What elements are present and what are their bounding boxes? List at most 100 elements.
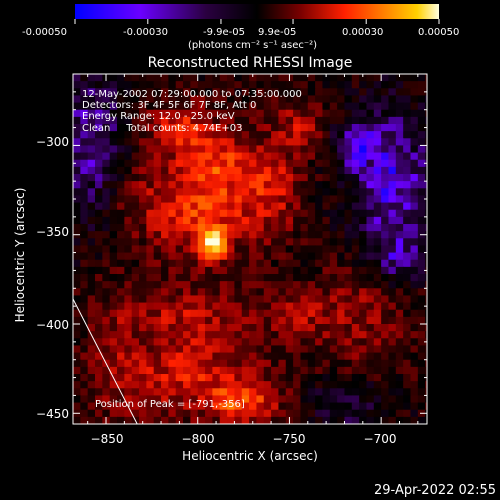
- heatmap-cell: [168, 409, 177, 418]
- heatmap-cell: [190, 195, 199, 204]
- heatmap-cell: [212, 331, 221, 339]
- heatmap-cell: [219, 95, 228, 104]
- heatmap-cell: [278, 366, 287, 375]
- heatmap-cell: [73, 345, 81, 354]
- heatmap-cell: [388, 81, 397, 89]
- heatmap-cell: [337, 145, 346, 154]
- heatmap-cell: [366, 238, 375, 247]
- heatmap-cell: [219, 145, 228, 154]
- heatmap-cell: [73, 102, 81, 111]
- heatmap-cell: [293, 74, 302, 82]
- heatmap-cell: [234, 109, 243, 118]
- heatmap-cell: [307, 316, 316, 325]
- heatmap-cell: [73, 266, 81, 275]
- heatmap-cell: [417, 395, 426, 404]
- heatmap-cell: [139, 202, 147, 211]
- heatmap-cell: [417, 324, 426, 332]
- heatmap-cell: [234, 274, 243, 282]
- heatmap-cell: [293, 309, 302, 318]
- heatmap-cell: [205, 159, 213, 168]
- heatmap-cell: [395, 81, 404, 89]
- heatmap-cell: [337, 231, 346, 239]
- heatmap-cell: [395, 331, 404, 339]
- heatmap-cell: [315, 359, 324, 368]
- heatmap-cell: [395, 252, 404, 261]
- heatmap-cell: [212, 131, 221, 139]
- heatmap-cell: [80, 145, 89, 154]
- heatmap-cell: [146, 309, 155, 318]
- heatmap-cell: [344, 395, 353, 404]
- heatmap-cell: [190, 388, 199, 397]
- heatmap-cell: [161, 331, 169, 339]
- heatmap-cell: [161, 388, 169, 397]
- heatmap-cell: [417, 295, 426, 304]
- heatmap-cell: [212, 381, 221, 389]
- heatmap-cell: [366, 195, 375, 204]
- heatmap-cell: [227, 209, 236, 218]
- heatmap-cell: [315, 374, 324, 382]
- heatmap-cell: [256, 102, 265, 111]
- heatmap-cell: [205, 352, 213, 361]
- heatmap-cell: [161, 316, 169, 325]
- heatmap-cell: [322, 252, 331, 261]
- heatmap-cell: [344, 188, 353, 197]
- heatmap-cell: [351, 131, 360, 139]
- heatmap-cell: [403, 309, 412, 318]
- heatmap-cell: [337, 266, 346, 275]
- heatmap-cell: [205, 138, 213, 147]
- heatmap-cell: [388, 181, 397, 189]
- heatmap-cell: [205, 338, 213, 347]
- heatmap-cell: [278, 131, 287, 139]
- heatmap-cell: [344, 402, 353, 411]
- heatmap-cell: [80, 352, 89, 361]
- heatmap-cell: [205, 416, 213, 424]
- heatmap-cell: [403, 366, 412, 375]
- heatmap-cell: [146, 109, 155, 118]
- heatmap-cell: [300, 209, 309, 218]
- heatmap-cell: [381, 209, 390, 218]
- heatmap-cell: [344, 238, 353, 247]
- heatmap-cell: [124, 374, 133, 382]
- heatmap-cell: [183, 409, 191, 418]
- heatmap-cell: [410, 195, 419, 204]
- heatmap-cell: [109, 359, 118, 368]
- heatmap-cell: [373, 345, 382, 354]
- heatmap-cell: [278, 181, 287, 189]
- heatmap-cell: [249, 195, 258, 204]
- heatmap-cell: [227, 166, 236, 175]
- heatmap-cell: [212, 374, 221, 382]
- heatmap-cell: [417, 245, 426, 254]
- heatmap-cell: [197, 381, 206, 389]
- heatmap-cell: [95, 274, 103, 282]
- heatmap-cell: [153, 224, 162, 232]
- heatmap-cell: [109, 166, 118, 175]
- heatmap-cell: [227, 174, 236, 182]
- heatmap-cell: [183, 116, 191, 125]
- heatmap-cell: [73, 424, 81, 432]
- heatmap-cell: [117, 324, 125, 332]
- heatmap-cell: [153, 381, 162, 389]
- heatmap-cell: [131, 145, 140, 154]
- heatmap-cell: [278, 224, 287, 232]
- heatmap-cell: [220, 424, 228, 432]
- heatmap-cell: [190, 116, 199, 125]
- heatmap-cell: [410, 224, 419, 232]
- heatmap-cell: [366, 145, 375, 154]
- heatmap-cell: [249, 402, 258, 411]
- heatmap-cell: [168, 145, 177, 154]
- heatmap-cell: [241, 124, 250, 132]
- heatmap-cell: [322, 395, 331, 404]
- heatmap-cell: [256, 295, 265, 304]
- heatmap-cell: [109, 202, 118, 211]
- heatmap-cell: [373, 102, 382, 111]
- heatmap-cell: [403, 288, 412, 297]
- heatmap-cell: [87, 188, 96, 197]
- heatmap-cell: [219, 224, 228, 232]
- heatmap-cell: [403, 166, 412, 175]
- heatmap-cell: [329, 195, 338, 204]
- heatmap-cell: [433, 117, 441, 125]
- heatmap-cell: [329, 95, 338, 104]
- heatmap-cell: [381, 288, 390, 297]
- heatmap-cell: [351, 138, 360, 147]
- heatmap-cell: [168, 338, 177, 347]
